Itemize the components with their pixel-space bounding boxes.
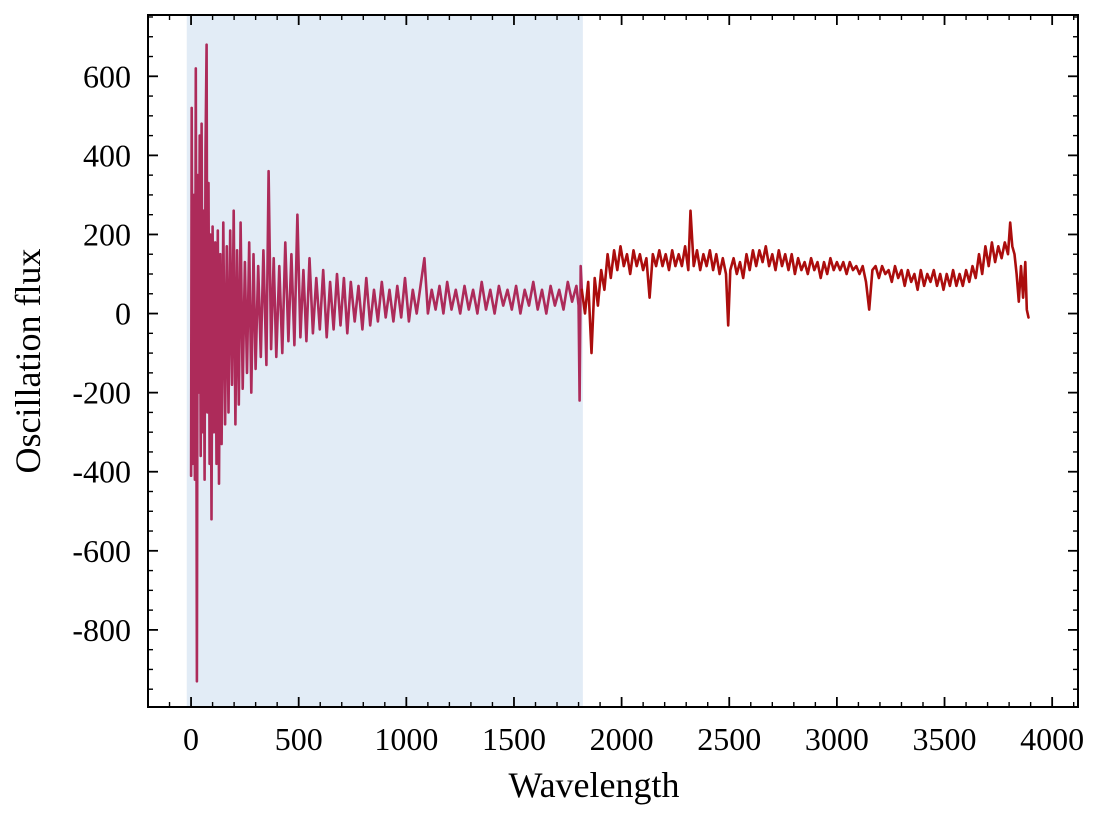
y-tick-label: -600 — [72, 533, 131, 569]
x-tick-label: 500 — [275, 721, 323, 757]
axis-layer: 0 500 1000 1500 2000 2500 3000 3500 400060040020… — [72, 14, 1084, 757]
x-tick-label: 4000 — [1020, 721, 1084, 757]
y-tick-label: 600 — [83, 58, 131, 94]
y-tick-label: 200 — [83, 216, 131, 252]
y-tick-label: -200 — [72, 375, 131, 411]
y-tick-label: 0 — [115, 296, 131, 332]
plot-frame — [147, 14, 1079, 708]
x-tick-label: 3500 — [913, 721, 977, 757]
series-layer — [189, 43, 1030, 683]
x-tick-label: 2000 — [590, 721, 654, 757]
y-axis-label: Oscillation flux — [8, 249, 48, 474]
y-tick-label: -800 — [72, 612, 131, 648]
x-tick-label: 1500 — [482, 721, 546, 757]
x-tick-label: 3000 — [805, 721, 869, 757]
x-tick-label: 1000 — [374, 721, 438, 757]
x-tick-label: 2500 — [697, 721, 761, 757]
y-tick-label: -400 — [72, 454, 131, 490]
x-axis-label: Wavelength — [508, 765, 679, 805]
series-line-2 — [580, 209, 1030, 355]
series-line-1 — [189, 43, 584, 683]
x-tick-label: 0 — [183, 721, 199, 757]
y-tick-label: 400 — [83, 137, 131, 173]
